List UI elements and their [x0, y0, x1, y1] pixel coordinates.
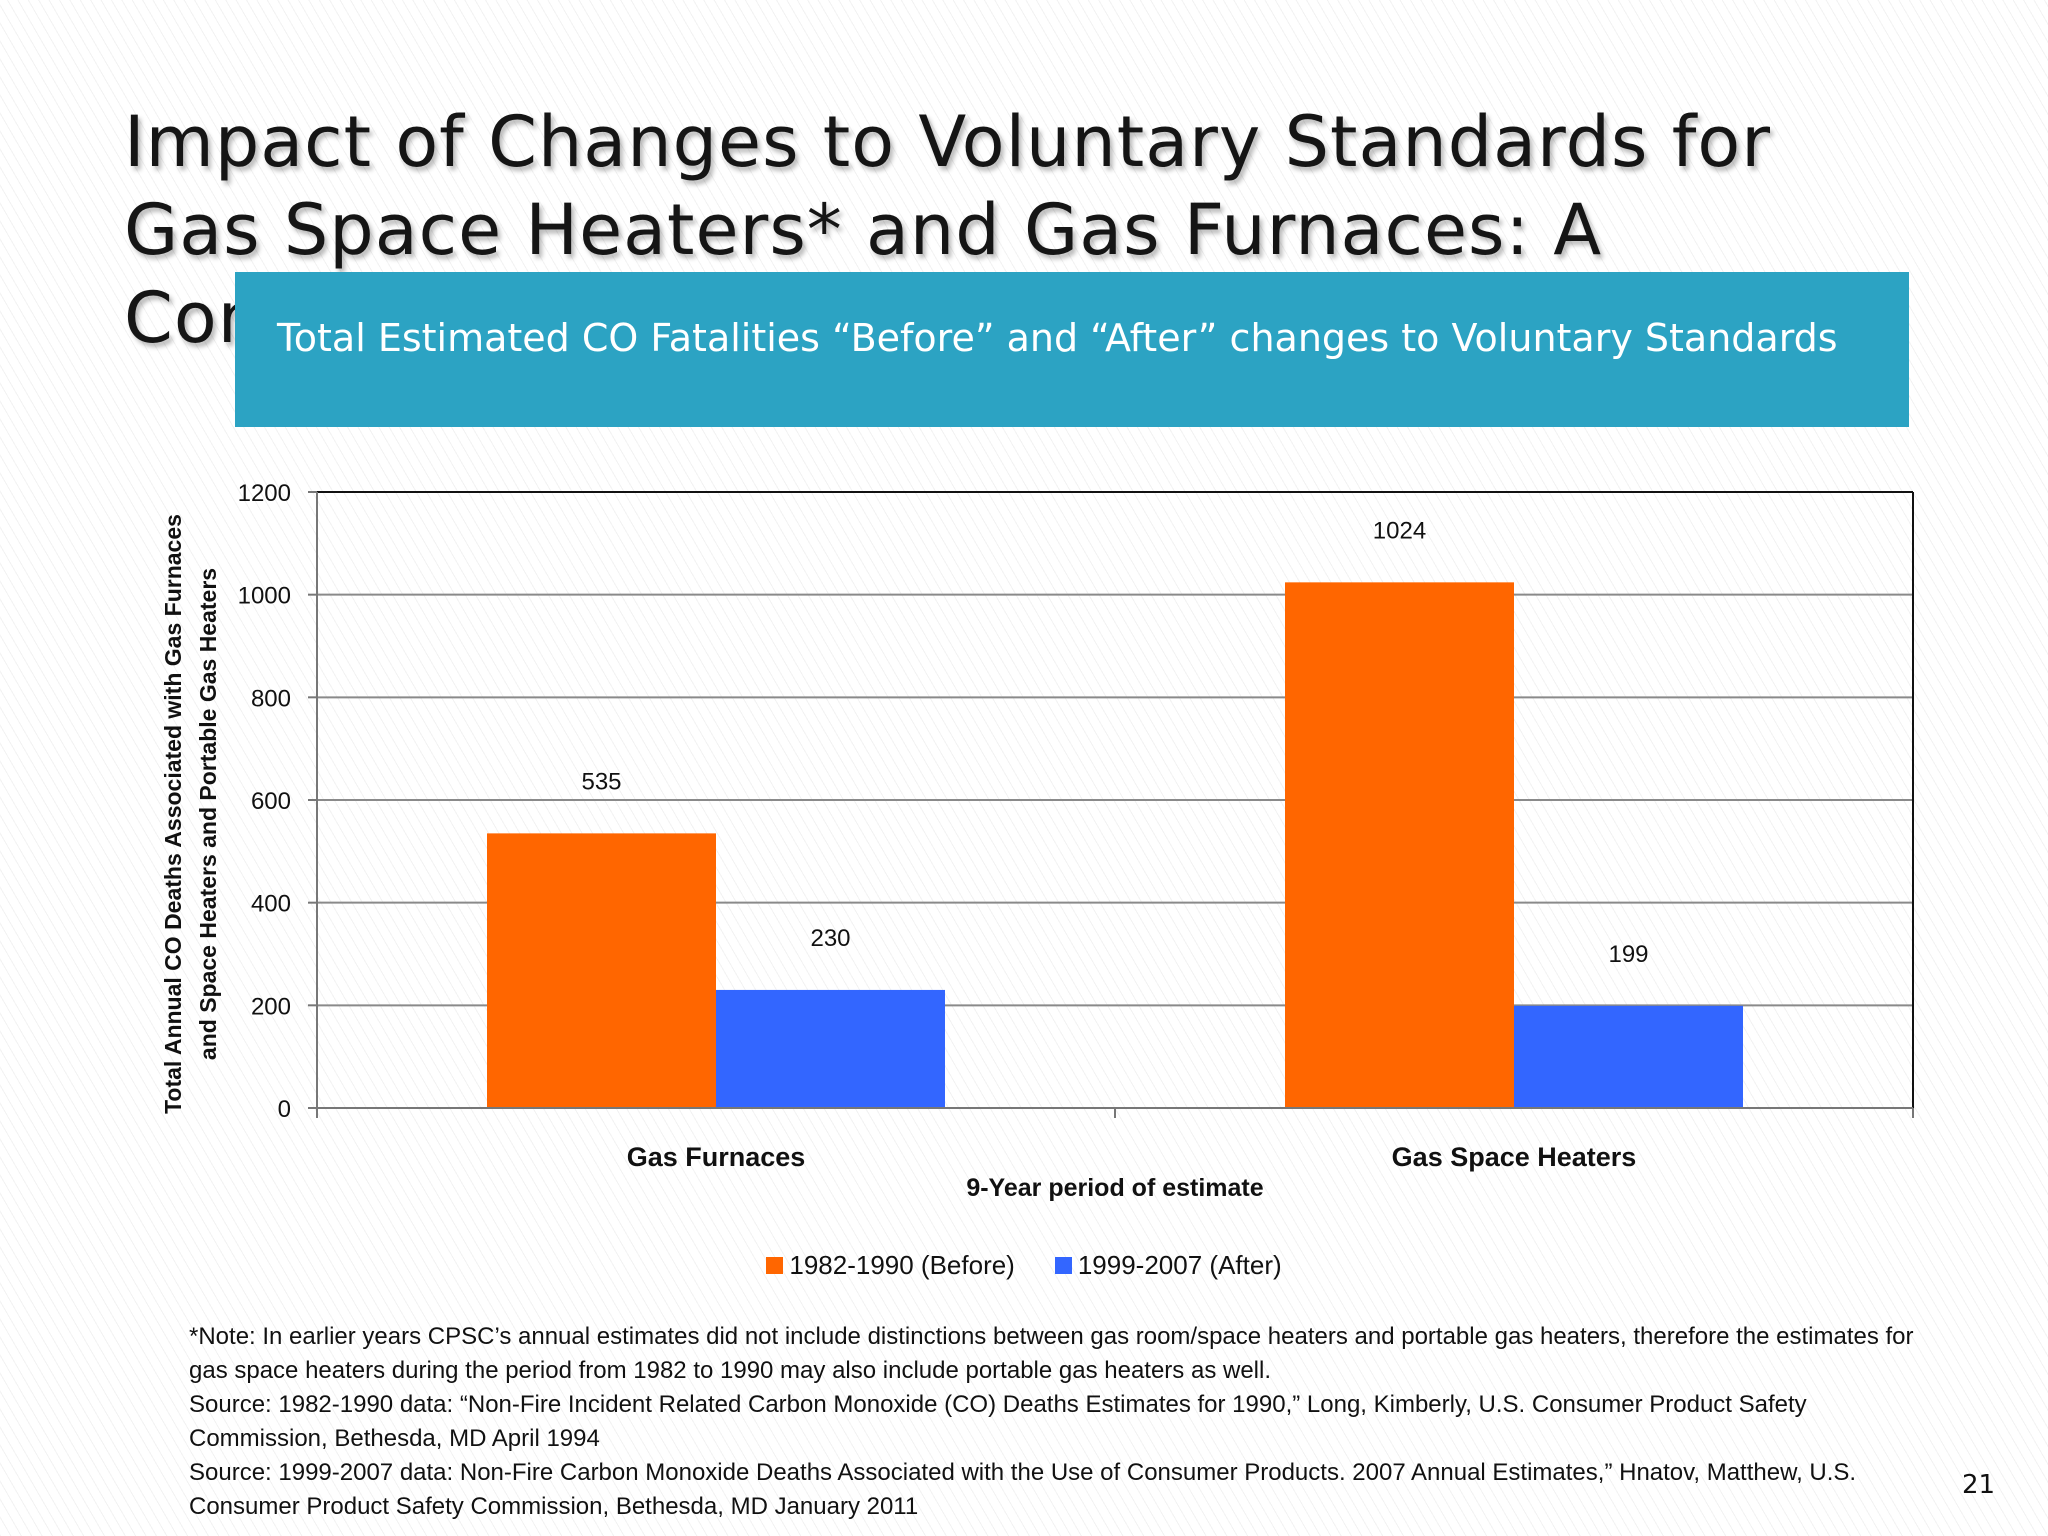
- y-tick-label: 600: [251, 788, 291, 815]
- y-tick-label: 1200: [238, 480, 291, 507]
- slide-title: Impact of Changes to Voluntary Standards…: [124, 101, 1771, 359]
- legend-label-before: 1982-1990 (Before): [789, 1250, 1015, 1280]
- bar: [716, 989, 945, 1108]
- y-tick-label: 800: [251, 685, 291, 712]
- chart-legend: 1982-1990 (Before) 1999-2007 (After): [0, 1250, 2048, 1281]
- y-tick-label: 400: [251, 891, 291, 918]
- data-label: 199: [1608, 941, 1648, 968]
- y-axis-title-line: Total Annual CO Deaths Associated with G…: [160, 514, 186, 1114]
- axes: [308, 491, 1914, 1118]
- y-axis-title-line: and Space Heaters and Portable Gas Heate…: [195, 568, 221, 1060]
- y-tick-label: 0: [278, 1096, 291, 1123]
- legend-item-before: 1982-1990 (Before): [766, 1250, 1015, 1281]
- bars: [487, 582, 1743, 1108]
- legend-label-after: 1999-2007 (After): [1077, 1250, 1282, 1280]
- y-tick-label: 200: [251, 993, 291, 1020]
- x-axis-title: 9-Year period of estimate: [966, 1174, 1263, 1202]
- chart-banner: Total Estimated CO Fatalities “Before” a…: [235, 272, 1909, 427]
- footnote-disclaimer: *Note: In earlier years CPSC’s annual es…: [189, 1323, 1914, 1384]
- bar-chart: 0 200 400 600 800 1000 1200 535 230 Gas Furnaces 1…: [160, 480, 1914, 1202]
- data-label: 1024: [1373, 517, 1426, 544]
- legend-item-after: 1999-2007 (After): [1054, 1250, 1282, 1281]
- footnotes: *Note: In earlier years CPSC’s annual es…: [189, 1320, 1949, 1524]
- footnote-source-1999: Source: 1999-2007 data: Non-Fire Carbon …: [189, 1459, 1857, 1520]
- category-label: Gas Furnaces: [627, 1142, 806, 1172]
- labels: 0 200 400 600 800 1000 1200 535 230 Gas Furnaces 1…: [160, 480, 1649, 1202]
- footnote-source-1982: Source: 1982-1990 data: “Non-Fire Incide…: [189, 1391, 1807, 1452]
- y-tick-label: 1000: [238, 583, 291, 610]
- legend-swatch-after: [1054, 1257, 1072, 1274]
- bar: [1285, 582, 1514, 1108]
- data-label: 535: [581, 768, 621, 795]
- bar: [1514, 1005, 1743, 1108]
- bar: [487, 833, 716, 1108]
- legend-swatch-before: [766, 1257, 784, 1274]
- category-label: Gas Space Heaters: [1392, 1142, 1637, 1172]
- data-label: 230: [810, 925, 850, 952]
- banner-text: Total Estimated CO Fatalities “Before” a…: [277, 316, 1838, 360]
- page-number: 21: [1962, 1470, 1996, 1500]
